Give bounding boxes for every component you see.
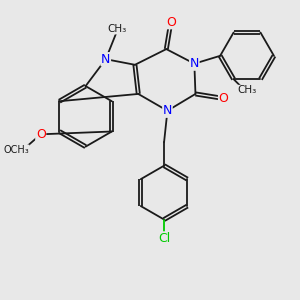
Text: CH₃: CH₃ — [107, 24, 127, 34]
Text: N: N — [101, 53, 110, 66]
Text: Cl: Cl — [158, 232, 170, 245]
Text: O: O — [166, 16, 176, 29]
Text: O: O — [36, 128, 46, 141]
Text: O: O — [219, 92, 228, 105]
Text: CH₃: CH₃ — [237, 85, 257, 95]
Text: N: N — [190, 57, 199, 70]
Text: N: N — [163, 104, 172, 117]
Text: OCH₃: OCH₃ — [3, 145, 29, 155]
